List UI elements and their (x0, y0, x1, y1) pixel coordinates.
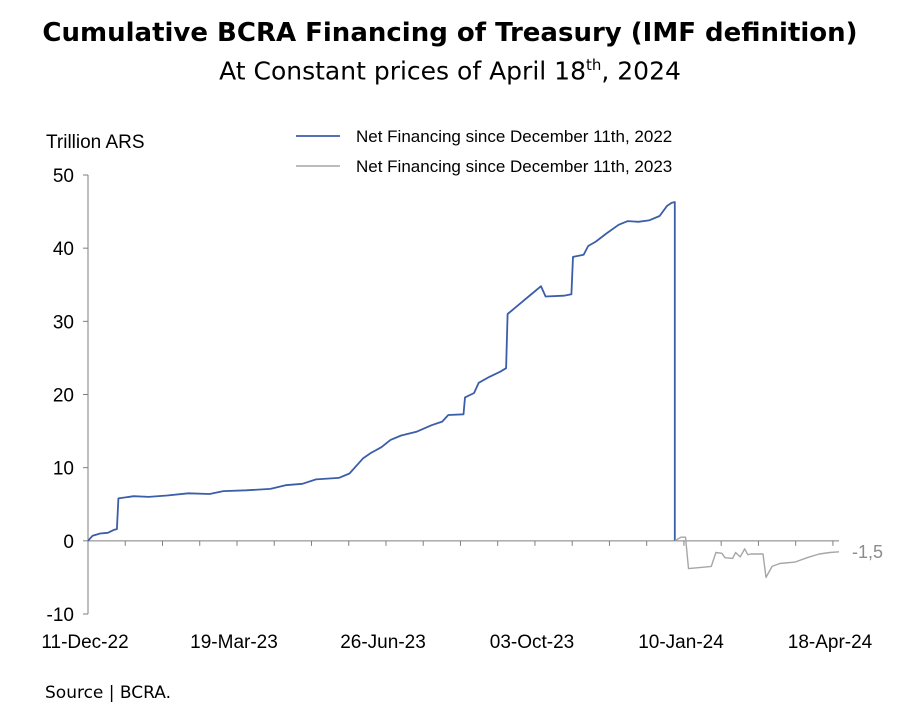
subtitle-text: At Constant prices of April 18 (219, 56, 586, 86)
x-tick-label: 18-Apr-24 (788, 632, 873, 653)
x-tick-label: 19-Mar-23 (190, 632, 278, 653)
y-tick-label: 10 (53, 459, 74, 480)
end-value-label: -1,5 (852, 542, 883, 562)
y-axis-title: Trillion ARS (46, 132, 145, 153)
source-note: Source | BCRA. (45, 683, 172, 703)
x-tick-label: 03-Oct-23 (490, 632, 574, 653)
y-tick-label: 40 (53, 239, 74, 260)
chart-title: Cumulative BCRA Financing of Treasury (I… (42, 18, 858, 48)
y-tick-label: 50 (53, 166, 74, 187)
series-line-2 (674, 536, 840, 579)
y-tick-label: 0 (63, 532, 74, 553)
x-tick-label: 11-Dec-22 (41, 632, 128, 653)
chart-subtitle: At Constant prices of April 18th, 2024 (0, 56, 900, 85)
x-tick-label: 10-Jan-24 (638, 632, 724, 653)
series-line-1 (87, 201, 676, 542)
y-tick-label: 30 (53, 312, 74, 333)
x-tick-label: 26-Jun-23 (340, 632, 426, 653)
legend-label-1: Net Financing since December 11th, 2022 (356, 127, 672, 146)
y-tick-label: -10 (47, 605, 74, 626)
legend-label-2: Net Financing since December 11th, 2023 (356, 157, 672, 176)
y-tick-label: 20 (53, 386, 74, 407)
subtitle-superscript: th (585, 56, 602, 74)
subtitle-year: , 2024 (601, 56, 681, 86)
